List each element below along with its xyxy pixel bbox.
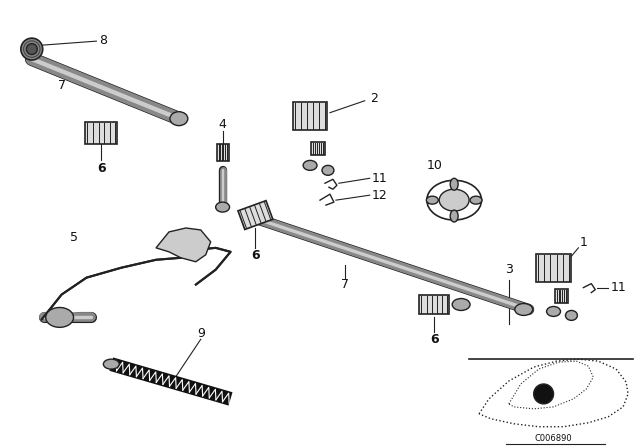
Text: 4: 4 xyxy=(219,118,227,131)
Ellipse shape xyxy=(426,196,438,204)
Ellipse shape xyxy=(45,307,74,327)
Circle shape xyxy=(26,43,37,55)
Text: 8: 8 xyxy=(99,34,108,47)
Text: 6: 6 xyxy=(430,333,438,346)
Ellipse shape xyxy=(322,165,334,175)
Text: 6: 6 xyxy=(97,162,106,175)
Polygon shape xyxy=(156,228,211,262)
Ellipse shape xyxy=(103,359,119,369)
Text: 10: 10 xyxy=(426,159,442,172)
Text: 9: 9 xyxy=(197,327,205,340)
Bar xyxy=(238,201,273,229)
Ellipse shape xyxy=(427,180,481,220)
Ellipse shape xyxy=(452,298,470,310)
Text: 2: 2 xyxy=(370,92,378,105)
Bar xyxy=(86,122,117,143)
Ellipse shape xyxy=(450,210,458,222)
Ellipse shape xyxy=(547,306,561,316)
Text: 11: 11 xyxy=(372,172,387,185)
Text: 7: 7 xyxy=(341,278,349,291)
Bar xyxy=(292,102,328,129)
Polygon shape xyxy=(42,248,230,319)
Ellipse shape xyxy=(566,310,577,320)
Text: 11: 11 xyxy=(611,281,626,294)
Circle shape xyxy=(534,384,554,404)
Bar xyxy=(419,294,449,314)
Circle shape xyxy=(21,38,43,60)
Text: 12: 12 xyxy=(372,189,387,202)
Ellipse shape xyxy=(470,196,482,204)
Ellipse shape xyxy=(439,189,469,211)
Bar xyxy=(217,143,228,161)
Text: 3: 3 xyxy=(505,263,513,276)
Ellipse shape xyxy=(216,202,230,212)
Text: 6: 6 xyxy=(251,249,260,262)
Text: C006890: C006890 xyxy=(535,434,572,443)
Ellipse shape xyxy=(450,178,458,190)
Bar xyxy=(536,254,571,282)
Text: 1: 1 xyxy=(579,237,588,250)
Ellipse shape xyxy=(303,160,317,170)
Bar xyxy=(554,289,568,302)
Text: 5: 5 xyxy=(70,232,77,245)
Ellipse shape xyxy=(170,112,188,125)
Ellipse shape xyxy=(515,303,532,315)
Text: 7: 7 xyxy=(58,79,66,92)
Bar xyxy=(311,142,325,155)
